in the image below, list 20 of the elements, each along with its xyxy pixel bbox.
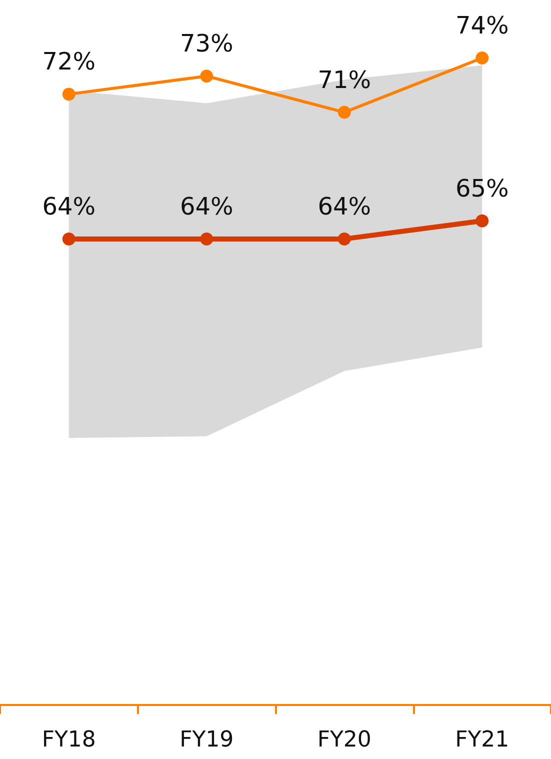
point: [476, 214, 489, 228]
point: [62, 232, 76, 246]
x-tick-label: FY21: [455, 728, 510, 752]
point: [62, 88, 76, 101]
data-label: 65%: [455, 174, 509, 202]
data-label: 64%: [180, 192, 234, 220]
point: [476, 52, 489, 64]
x-tick-label: FY20: [317, 728, 372, 752]
data-label: 72%: [42, 48, 96, 76]
data-label: 74%: [455, 12, 509, 40]
x-tick-label: FY18: [42, 728, 96, 752]
point: [200, 70, 214, 83]
point: [338, 106, 351, 119]
data-label: 71%: [318, 66, 372, 94]
data-label: 73%: [180, 30, 234, 58]
point: [338, 232, 351, 246]
data-label: 64%: [42, 192, 96, 220]
point: [200, 232, 214, 246]
data-label: 64%: [318, 192, 372, 220]
x-tick-label: FY19: [180, 728, 234, 752]
